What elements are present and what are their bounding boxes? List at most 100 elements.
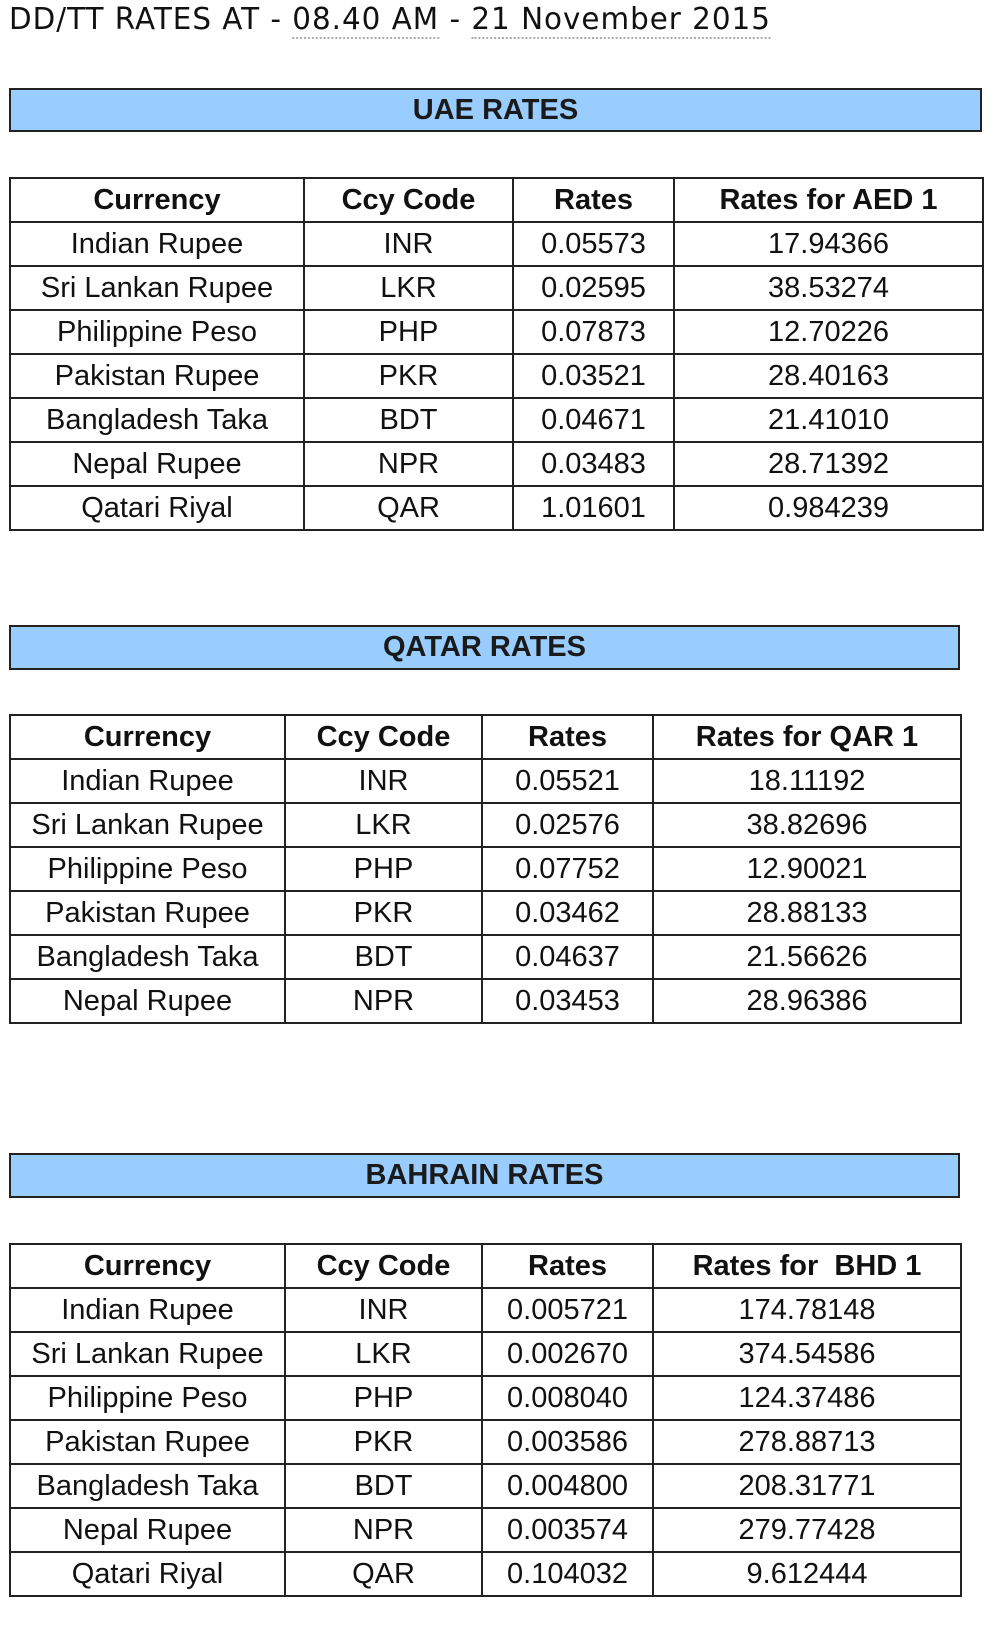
cell-currency: Qatari Riyal xyxy=(9,1551,286,1597)
cell-inverse-rate: 38.82696 xyxy=(652,802,962,848)
table-row: Nepal Rupee NPR 0.03483 28.71392 xyxy=(9,441,984,487)
column-header-inverse-rate: Rates for AED 1 xyxy=(673,177,984,223)
cell-rate: 0.04637 xyxy=(481,934,654,980)
cell-inverse-rate: 28.88133 xyxy=(652,890,962,936)
table-row: Philippine Peso PHP 0.008040 124.37486 xyxy=(9,1375,962,1421)
cell-rate: 0.07873 xyxy=(512,309,675,355)
cell-currency: Pakistan Rupee xyxy=(9,353,305,399)
table-row: Pakistan Rupee PKR 0.03521 28.40163 xyxy=(9,353,984,399)
column-header-currency: Currency xyxy=(9,714,286,760)
title-date: 21 November 2015 xyxy=(471,2,771,39)
column-header-currency: Currency xyxy=(9,177,305,223)
cell-rate: 0.104032 xyxy=(481,1551,654,1597)
title-time: 08.40 AM xyxy=(292,2,440,39)
cell-inverse-rate: 21.56626 xyxy=(652,934,962,980)
cell-inverse-rate: 21.41010 xyxy=(673,397,984,443)
table-row: Qatari Riyal QAR 1.01601 0.984239 xyxy=(9,485,984,531)
cell-rate: 0.04671 xyxy=(512,397,675,443)
cell-currency: Bangladesh Taka xyxy=(9,1463,286,1509)
cell-ccy-code: QAR xyxy=(303,485,514,531)
cell-currency: Sri Lankan Rupee xyxy=(9,1331,286,1377)
column-header-rate: Rates xyxy=(512,177,675,223)
page-title: DD/TT RATES AT - 08.40 AM - 21 November … xyxy=(9,2,771,39)
cell-ccy-code: INR xyxy=(303,221,514,267)
cell-rate: 1.01601 xyxy=(512,485,675,531)
uae-heading: UAE RATES xyxy=(9,88,982,132)
cell-rate: 0.05573 xyxy=(512,221,675,267)
cell-currency: Philippine Peso xyxy=(9,309,305,355)
cell-inverse-rate: 0.984239 xyxy=(673,485,984,531)
cell-rate: 0.004800 xyxy=(481,1463,654,1509)
table-row: Sri Lankan Rupee LKR 0.02576 38.82696 xyxy=(9,802,962,848)
cell-rate: 0.03483 xyxy=(512,441,675,487)
header-row: Currency Ccy Code Rates Rates for BHD 1 xyxy=(9,1243,962,1289)
table-row: Bangladesh Taka BDT 0.04671 21.41010 xyxy=(9,397,984,443)
cell-ccy-code: NPR xyxy=(284,1507,483,1553)
cell-ccy-code: INR xyxy=(284,1287,483,1333)
cell-ccy-code: BDT xyxy=(284,934,483,980)
cell-currency: Qatari Riyal xyxy=(9,485,305,531)
cell-ccy-code: LKR xyxy=(284,1331,483,1377)
table-row: Philippine Peso PHP 0.07752 12.90021 xyxy=(9,846,962,892)
uae-rates-table: Currency Ccy Code Rates Rates for AED 1 Indi… xyxy=(9,177,984,531)
column-header-rate: Rates xyxy=(481,1243,654,1289)
cell-ccy-code: PHP xyxy=(284,846,483,892)
cell-ccy-code: PHP xyxy=(303,309,514,355)
cell-currency: Pakistan Rupee xyxy=(9,890,286,936)
cell-ccy-code: PKR xyxy=(303,353,514,399)
cell-currency: Pakistan Rupee xyxy=(9,1419,286,1465)
cell-currency: Indian Rupee xyxy=(9,758,286,804)
cell-rate: 0.02576 xyxy=(481,802,654,848)
title-prefix: DD/TT RATES AT - xyxy=(9,2,293,37)
cell-inverse-rate: 9.612444 xyxy=(652,1551,962,1597)
cell-inverse-rate: 38.53274 xyxy=(673,265,984,311)
cell-ccy-code: PKR xyxy=(284,1419,483,1465)
cell-ccy-code: BDT xyxy=(284,1463,483,1509)
qatar-rates-table: Currency Ccy Code Rates Rates for QAR 1 Indi… xyxy=(9,714,962,1024)
header-row: Currency Ccy Code Rates Rates for AED 1 xyxy=(9,177,984,223)
column-header-ccy-code: Ccy Code xyxy=(284,1243,483,1289)
cell-currency: Philippine Peso xyxy=(9,1375,286,1421)
cell-inverse-rate: 12.90021 xyxy=(652,846,962,892)
cell-currency: Bangladesh Taka xyxy=(9,397,305,443)
cell-inverse-rate: 28.96386 xyxy=(652,978,962,1024)
cell-inverse-rate: 208.31771 xyxy=(652,1463,962,1509)
table-row: Bangladesh Taka BDT 0.04637 21.56626 xyxy=(9,934,962,980)
cell-currency: Indian Rupee xyxy=(9,1287,286,1333)
table-row: Nepal Rupee NPR 0.03453 28.96386 xyxy=(9,978,962,1024)
cell-rate: 0.05521 xyxy=(481,758,654,804)
column-header-inverse-rate: Rates for QAR 1 xyxy=(652,714,962,760)
table-row: Sri Lankan Rupee LKR 0.02595 38.53274 xyxy=(9,265,984,311)
cell-currency: Sri Lankan Rupee xyxy=(9,802,286,848)
bahrain-rates-table: Currency Ccy Code Rates Rates for BHD 1 Indi… xyxy=(9,1243,962,1597)
bahrain-heading: BAHRAIN RATES xyxy=(9,1153,960,1198)
cell-ccy-code: PKR xyxy=(284,890,483,936)
column-header-rate: Rates xyxy=(481,714,654,760)
cell-inverse-rate: 17.94366 xyxy=(673,221,984,267)
cell-currency: Sri Lankan Rupee xyxy=(9,265,305,311)
cell-rate: 0.03521 xyxy=(512,353,675,399)
cell-currency: Nepal Rupee xyxy=(9,1507,286,1553)
column-header-ccy-code: Ccy Code xyxy=(284,714,483,760)
column-header-inverse-rate: Rates for BHD 1 xyxy=(652,1243,962,1289)
cell-inverse-rate: 374.54586 xyxy=(652,1331,962,1377)
cell-rate: 0.002670 xyxy=(481,1331,654,1377)
cell-inverse-rate: 18.11192 xyxy=(652,758,962,804)
cell-ccy-code: NPR xyxy=(303,441,514,487)
table-row: Bangladesh Taka BDT 0.004800 208.31771 xyxy=(9,1463,962,1509)
cell-ccy-code: INR xyxy=(284,758,483,804)
cell-ccy-code: BDT xyxy=(303,397,514,443)
table-row: Sri Lankan Rupee LKR 0.002670 374.54586 xyxy=(9,1331,962,1377)
cell-rate: 0.07752 xyxy=(481,846,654,892)
cell-ccy-code: PHP xyxy=(284,1375,483,1421)
cell-ccy-code: LKR xyxy=(303,265,514,311)
cell-rate: 0.008040 xyxy=(481,1375,654,1421)
table-row: Pakistan Rupee PKR 0.003586 278.88713 xyxy=(9,1419,962,1465)
cell-rate: 0.02595 xyxy=(512,265,675,311)
title-separator: - xyxy=(439,2,472,37)
cell-inverse-rate: 12.70226 xyxy=(673,309,984,355)
cell-inverse-rate: 28.40163 xyxy=(673,353,984,399)
cell-currency: Philippine Peso xyxy=(9,846,286,892)
cell-inverse-rate: 124.37486 xyxy=(652,1375,962,1421)
table-row: Nepal Rupee NPR 0.003574 279.77428 xyxy=(9,1507,962,1553)
